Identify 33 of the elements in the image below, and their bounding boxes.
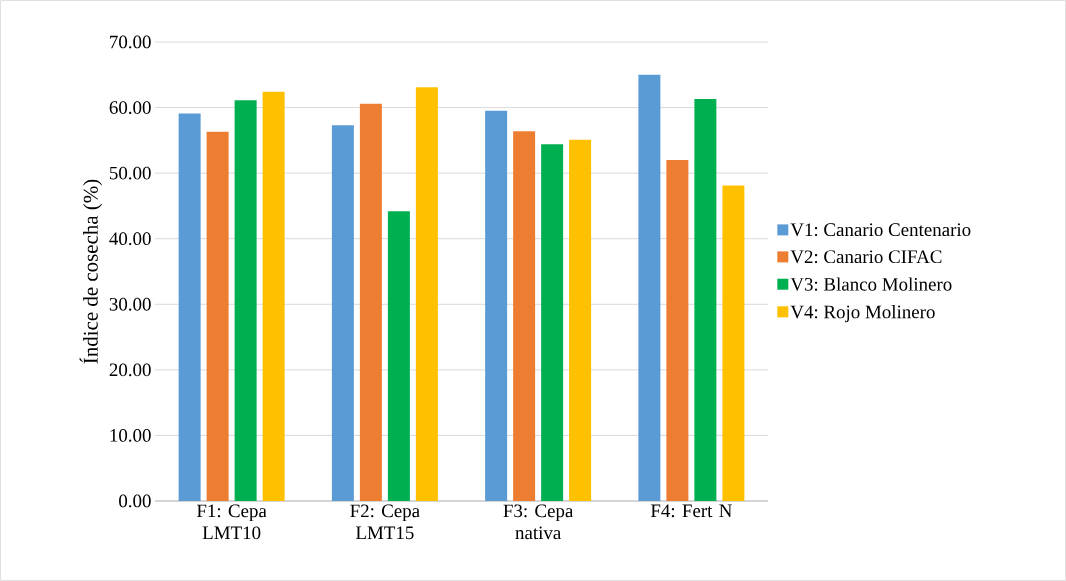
bar [638,74,661,501]
bar [666,160,689,501]
bar [178,113,201,501]
bar [206,131,229,501]
legend-label: V1: Canario Centenario [790,223,971,237]
y-tick-label: 40.00 [109,232,151,246]
bar [694,99,717,501]
x-tick-label: F3: Cepa nativa [503,504,574,540]
bar [387,211,410,501]
bar [415,87,438,501]
x-tick-label: F2: Cepa LMT15 [350,504,420,540]
y-tick-label: 10.00 [110,429,151,442]
y-axis-title: Índice de cosecha (%) [79,179,103,364]
y-tick-label: 20.00 [109,363,151,377]
bar [234,100,257,501]
bar [485,110,508,501]
legend-label: V3: Blanco Molinero [790,277,952,291]
y-tick-label: 50.00 [109,166,151,180]
bar [331,125,354,501]
bar [541,144,564,501]
legend-label: V4: Rojo Molinero [790,305,935,323]
y-tick-label: 60.00 [109,101,151,114]
bar [569,139,592,501]
x-tick-label: F4: Fert N [650,504,732,518]
y-tick-label: 70.00 [110,35,151,49]
bar [359,103,382,501]
bar [722,185,745,501]
x-tick-label: F1: Cepa LMT10 [196,504,267,540]
legend-label: V2: Canario CIFAC [790,250,942,264]
bar [262,91,285,501]
y-tick-label: 0.00 [119,494,151,508]
y-tick-label: 30.00 [109,297,151,311]
bar [513,131,536,501]
